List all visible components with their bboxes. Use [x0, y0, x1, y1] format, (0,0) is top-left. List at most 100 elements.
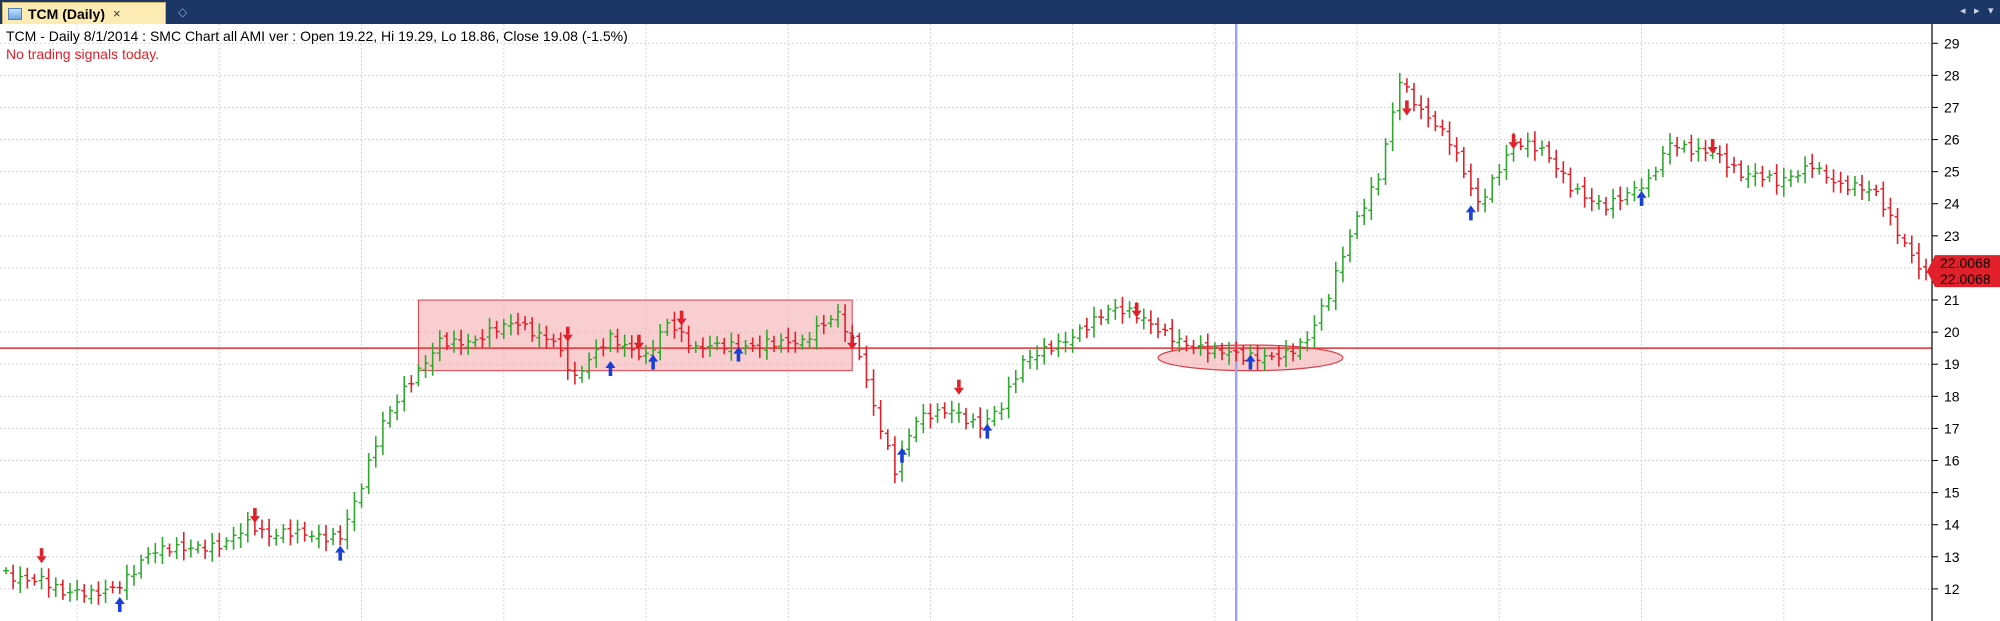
last-price-marker: [1927, 255, 2000, 288]
ohlc-bar: [643, 345, 649, 365]
arrow-head: [1508, 142, 1519, 150]
buy-signal-arrow: [733, 346, 744, 362]
ohlc-bar: [1012, 369, 1019, 394]
arrow-shaft: [1710, 138, 1715, 147]
ohlc-bar: [102, 579, 109, 604]
ohlc-bar: [1162, 323, 1169, 337]
ohlc-bar: [607, 329, 614, 352]
ohlc-bar: [1325, 293, 1332, 311]
arrow-head: [114, 596, 125, 604]
ohlc-bar: [1425, 97, 1432, 128]
ohlc-bar: [1055, 333, 1062, 357]
ohlc-bar: [166, 543, 173, 557]
chart-info-line: TCM - Daily 8/1/2014 : SMC Chart all AMI…: [6, 28, 628, 44]
sell-signal-arrow: [1401, 100, 1412, 116]
ohlc-bar: [1119, 296, 1126, 324]
axis-tick-label: 23: [1944, 228, 1960, 244]
ohlc-bar: [628, 335, 635, 359]
ohlc-bar: [1446, 121, 1453, 155]
ohlc-bar: [1503, 144, 1510, 180]
close-icon[interactable]: ×: [113, 6, 121, 21]
ohlc-bar: [970, 413, 977, 429]
ohlc-bar: [1809, 153, 1816, 179]
ohlc-bar: [856, 332, 863, 361]
ohlc-bar: [223, 537, 230, 551]
ohlc-bar: [1190, 339, 1197, 355]
ohlc-bar: [1290, 343, 1297, 362]
ohlc-bar: [692, 341, 699, 353]
ohlc-bar: [1738, 160, 1745, 182]
ohlc-bar: [927, 403, 934, 429]
new-tab-icon[interactable]: ◇: [178, 5, 188, 19]
ohlc-bar: [771, 335, 777, 353]
arrow-shaft: [1511, 134, 1516, 143]
buy-signal-arrow: [648, 354, 659, 370]
ohlc-bar: [1531, 131, 1538, 161]
ohlc-bar: [436, 330, 443, 362]
scroll-left-icon[interactable]: ◂: [1960, 5, 1966, 17]
ohlc-bar: [301, 521, 308, 542]
chart-zones: [0, 24, 1932, 621]
ohlc-bar: [1318, 298, 1325, 331]
ohlc-bar: [1041, 338, 1048, 365]
arrow-shaft: [1134, 302, 1139, 311]
arrow-head: [733, 346, 744, 354]
ohlc-bar: [1169, 318, 1176, 352]
arrow-head: [847, 342, 858, 350]
axis-tick-label: 14: [1944, 517, 1960, 533]
ohlc-bar: [458, 329, 465, 355]
ohlc-bar: [287, 519, 294, 546]
arrow-shaft: [117, 603, 122, 612]
ohlc-bar: [1126, 301, 1133, 319]
ohlc-bar: [1574, 183, 1581, 195]
ohlc-bar: [920, 403, 927, 434]
ohlc-bar: [1368, 177, 1375, 221]
ohlc-bar: [1894, 207, 1901, 244]
axis-tick-label: 25: [1944, 164, 1960, 180]
ohlc-bar: [195, 541, 201, 554]
ohlc-bar: [827, 315, 834, 328]
ohlc-bar: [67, 582, 73, 602]
ohlc-bar: [955, 402, 962, 423]
ohlc-bar: [1005, 376, 1012, 419]
ohlc-bar: [756, 335, 763, 358]
ohlc-bar: [1517, 138, 1524, 151]
ohlc-bar: [1588, 188, 1595, 212]
arrow-head: [605, 361, 616, 369]
scroll-right-icon[interactable]: ▸: [1974, 5, 1980, 17]
ohlc-bar: [1069, 328, 1076, 353]
ohlc-bar: [1795, 170, 1801, 183]
arrow-head: [897, 447, 907, 455]
chart-tab[interactable]: TCM (Daily) ×: [2, 2, 166, 24]
tab-menu-icon[interactable]: ▾: [1988, 5, 1994, 17]
ohlc-bar: [1780, 167, 1787, 197]
ohlc-bar: [1496, 163, 1503, 186]
ohlc-bar: [806, 331, 813, 350]
ohlc-bar: [230, 526, 237, 550]
ohlc-bar: [1439, 119, 1446, 137]
sell-signal-arrow: [562, 326, 573, 342]
ohlc-bar: [536, 323, 543, 348]
ohlc-bar: [1624, 187, 1631, 206]
buy-signal-arrow: [982, 423, 993, 439]
arrow-shaft: [957, 379, 961, 388]
ohlc-bar: [1546, 141, 1553, 163]
ohlc-bar: [472, 335, 479, 348]
last-price-value: 22.0068: [1940, 271, 1991, 287]
arrow-shaft: [565, 326, 570, 335]
ohlc-bar: [1752, 163, 1759, 187]
buy-signal-arrow: [1245, 354, 1256, 370]
ohlc-bar: [1027, 349, 1033, 370]
ohlc-bar: [870, 369, 877, 416]
ohlc-bar: [749, 337, 756, 352]
ohlc-bar: [863, 345, 870, 389]
arrow-shaft: [253, 508, 257, 517]
price-chart[interactable]: 12131415161718192021222324252627282922.0…: [0, 24, 2000, 621]
ohlc-bar: [1062, 331, 1069, 353]
ohlc-bar: [529, 317, 536, 342]
ohlc-bar: [877, 400, 884, 440]
ohlc-bar: [10, 564, 17, 590]
price-axis: 12131415161718192021222324252627282922.0…: [1927, 24, 2000, 621]
ohlc-bar: [1610, 188, 1617, 219]
ohlc-bar: [24, 567, 31, 589]
